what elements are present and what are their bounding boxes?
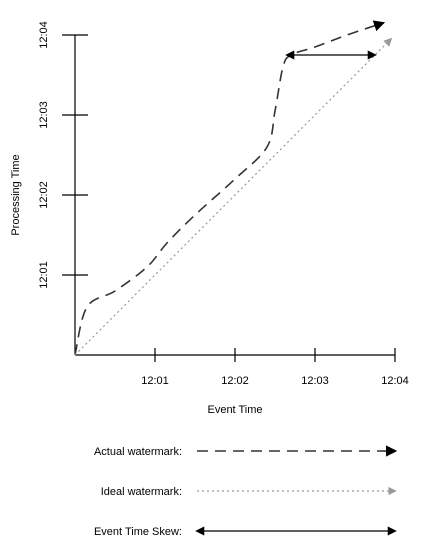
y-tick-label: 12:04 — [38, 21, 50, 49]
x-tick-label: 12:03 — [301, 375, 329, 387]
y-axis-title: Processing Time — [10, 154, 22, 235]
actual-watermark-line — [74, 20, 386, 356]
series-layer — [74, 20, 393, 356]
x-ticks: 12:01 12:02 12:03 12:04 — [141, 348, 409, 387]
ideal-watermark-line — [74, 37, 393, 356]
y-tick-label: 12:02 — [38, 181, 50, 209]
x-tick-label: 12:01 — [141, 375, 169, 387]
x-tick-label: 12:04 — [381, 375, 409, 387]
y-tick-label: 12:01 — [38, 261, 50, 289]
legend-label: Event Time Skew: — [94, 526, 182, 538]
x-tick-label: 12:02 — [221, 375, 249, 387]
x-axis-title: Event Time — [207, 404, 262, 416]
y-tick-label: 12:03 — [38, 101, 50, 129]
legend-label: Ideal watermark: — [101, 486, 182, 498]
legend: Actual watermark: Ideal watermark: Event T… — [94, 445, 398, 538]
legend-label: Actual watermark: — [94, 446, 182, 458]
y-ticks: 12:01 12:02 12:03 12:04 — [38, 21, 88, 289]
